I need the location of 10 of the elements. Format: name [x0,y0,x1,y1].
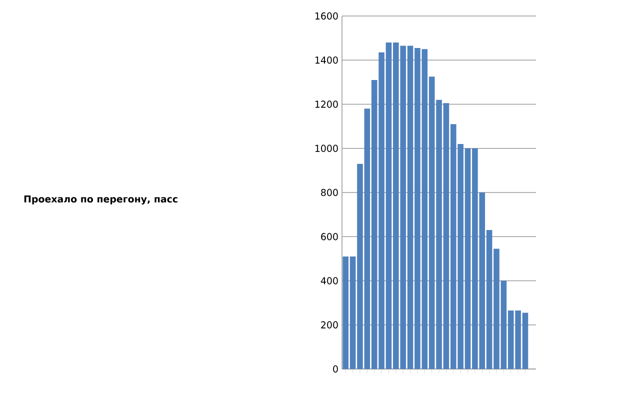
y-tick-label: 600 [321,233,338,240]
y-tick-label: 1400 [315,56,338,64]
y-tick-label: 800 [321,188,338,196]
y-tick-label: 1600 [315,12,338,20]
y-tick-label: 400 [320,277,338,284]
y-tick-label: 1000 [315,144,338,152]
y-tick-label: 0 [333,365,338,373]
y-tick-label: 1200 [315,100,338,108]
y-tick-label: 200 [321,321,338,328]
text: Проехало по перегону, пасс [24,196,178,204]
